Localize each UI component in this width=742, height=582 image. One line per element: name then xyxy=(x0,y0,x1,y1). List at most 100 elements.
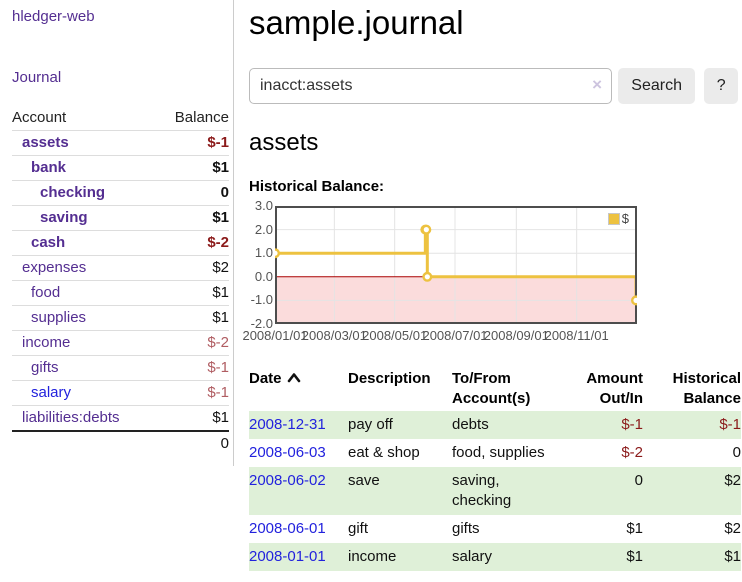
sidebar: hledger-web Journal Account Balance asse… xyxy=(0,0,234,466)
account-link[interactable]: checking xyxy=(40,184,106,201)
page-title: sample.journal xyxy=(249,4,464,41)
account-balance: $-1 xyxy=(207,359,229,376)
search-input[interactable] xyxy=(249,68,612,104)
transaction-description: income xyxy=(348,548,397,565)
column-header-balance: Historical Balance xyxy=(672,370,741,407)
transaction-date-link[interactable]: 2008-01-01 xyxy=(249,548,326,565)
account-link[interactable]: supplies xyxy=(31,309,87,326)
account-row: cash $-2 xyxy=(12,230,229,256)
y-axis-tick-label: 3.0 xyxy=(254,198,273,213)
account-balance: $-2 xyxy=(207,334,229,351)
x-axis-tick-label: 2008/11/01 xyxy=(544,328,609,343)
help-button[interactable]: ? xyxy=(704,68,738,104)
chart-plot-area[interactable]: $ xyxy=(275,206,637,324)
account-balance: $1 xyxy=(212,159,229,176)
y-axis-tick-label: 2.0 xyxy=(254,221,273,237)
account-row: expenses $2 xyxy=(12,255,229,281)
transaction-row: 2008-06-01 gift gifts $1 $2 xyxy=(249,515,741,543)
transaction-balance: $1 xyxy=(724,548,741,565)
transaction-accounts: gifts xyxy=(452,520,480,537)
account-balance: $-1 xyxy=(207,384,229,401)
transaction-description: gift xyxy=(348,520,369,537)
account-link[interactable]: expenses xyxy=(22,259,87,276)
transaction-date-link[interactable]: 2008-06-01 xyxy=(249,520,326,537)
transaction-accounts: saving, checking xyxy=(452,472,512,509)
account-row: supplies $1 xyxy=(12,305,229,331)
account-link[interactable]: income xyxy=(22,334,71,351)
transaction-date-link[interactable]: 2008-12-31 xyxy=(249,416,326,433)
account-balance: 0 xyxy=(220,184,229,201)
account-link[interactable]: salary xyxy=(31,384,72,401)
account-balance: $-2 xyxy=(207,234,229,251)
transaction-amount: $-1 xyxy=(621,416,643,433)
account-balance: $1 xyxy=(212,284,229,301)
account-link[interactable]: assets xyxy=(22,134,69,151)
y-axis-tick-label: -1.0 xyxy=(250,292,273,308)
sidebar-item-journal[interactable]: Journal xyxy=(12,69,62,86)
column-header-amount: Amount Out/In xyxy=(586,370,643,407)
column-header-date[interactable]: Date xyxy=(249,367,348,411)
transaction-balance: $-1 xyxy=(719,416,741,433)
y-axis-tick-label: -2.0 xyxy=(250,316,273,331)
historical-balance-chart: 3.0 2.0 1.0 0.0 -1.0 -2.0 $ 2008/01/01 2008/03… xyxy=(242,199,649,348)
y-axis-tick-label: 0.0 xyxy=(254,268,273,284)
account-link[interactable]: liabilities:debts xyxy=(22,409,120,426)
transaction-date-link[interactable]: 2008-06-03 xyxy=(249,444,326,461)
x-axis-tick-label: 2008/01/01 xyxy=(242,328,308,343)
account-row: salary $-1 xyxy=(12,380,229,406)
search-button[interactable]: Search xyxy=(618,68,696,104)
transaction-balance: 0 xyxy=(732,444,741,461)
account-balance: $1 xyxy=(212,209,229,226)
accounts-column-header: Account xyxy=(12,109,67,126)
total-row: 0 xyxy=(12,431,229,456)
transaction-balance: $2 xyxy=(724,472,741,489)
transaction-row: 2008-06-03 eat & shop food, supplies $-2 0 xyxy=(249,439,741,467)
account-row: liabilities:debts $1 xyxy=(12,405,229,432)
column-header-description: Description xyxy=(348,370,431,387)
chart-canvas[interactable] xyxy=(275,206,637,324)
column-header-accounts: To/From Account(s) xyxy=(452,370,531,407)
search-bar: × Search ? xyxy=(249,68,738,104)
transaction-description: pay off xyxy=(348,416,393,433)
transaction-accounts: debts xyxy=(452,416,489,433)
register-table: Date Description To/From Account(s) Amou… xyxy=(249,367,741,571)
account-link[interactable]: bank xyxy=(31,159,67,176)
legend-label: $ xyxy=(621,211,629,226)
account-balance: $1 xyxy=(212,309,229,326)
account-balance: $2 xyxy=(212,259,229,276)
transaction-balance: $2 xyxy=(724,520,741,537)
account-balance: $-1 xyxy=(207,134,229,151)
transaction-row: 2008-12-31 pay off debts $-1 $-1 xyxy=(249,411,741,439)
transaction-accounts: food, supplies xyxy=(452,444,545,461)
y-axis-tick-label: 1.0 xyxy=(254,245,273,261)
transaction-description: eat & shop xyxy=(348,444,420,461)
x-axis-tick-label: 2008/07/01 xyxy=(422,328,488,343)
x-axis-tick-label: 2008/05/01 xyxy=(362,328,428,343)
app-title-link[interactable]: hledger-web xyxy=(12,8,95,25)
clear-search-icon[interactable]: × xyxy=(592,75,602,94)
x-axis-tick-label: 2008/03/01 xyxy=(301,328,367,343)
account-link[interactable]: saving xyxy=(40,209,88,226)
chart-title: Historical Balance: xyxy=(249,178,385,195)
transaction-description: save xyxy=(348,472,380,489)
account-link[interactable]: food xyxy=(31,284,61,301)
account-row: saving $1 xyxy=(12,205,229,231)
transaction-amount: $1 xyxy=(626,520,643,537)
x-axis-tick-label: 2008/09/01 xyxy=(483,328,549,343)
main-content: sample.journal × Search ? assets Histori… xyxy=(235,0,742,571)
account-row: bank $1 xyxy=(12,155,229,181)
account-row: gifts $-1 xyxy=(12,355,229,381)
transaction-amount: $1 xyxy=(626,548,643,565)
transaction-row: 2008-01-01 income salary $1 $1 xyxy=(249,543,741,571)
account-link[interactable]: cash xyxy=(31,234,66,251)
transaction-amount: 0 xyxy=(634,472,643,489)
account-row: income $-2 xyxy=(12,330,229,356)
account-link[interactable]: gifts xyxy=(31,359,59,376)
account-heading: assets xyxy=(249,129,319,156)
transaction-row: 2008-06-02 save saving, checking 0 $2 xyxy=(249,467,741,515)
transaction-amount: $-2 xyxy=(621,444,643,461)
balance-column-header: Balance xyxy=(174,109,229,126)
transaction-date-link[interactable]: 2008-06-02 xyxy=(249,472,326,489)
accounts-balance-table: Account Balance assets $-1 bank $1 checking 0… xyxy=(12,106,229,456)
